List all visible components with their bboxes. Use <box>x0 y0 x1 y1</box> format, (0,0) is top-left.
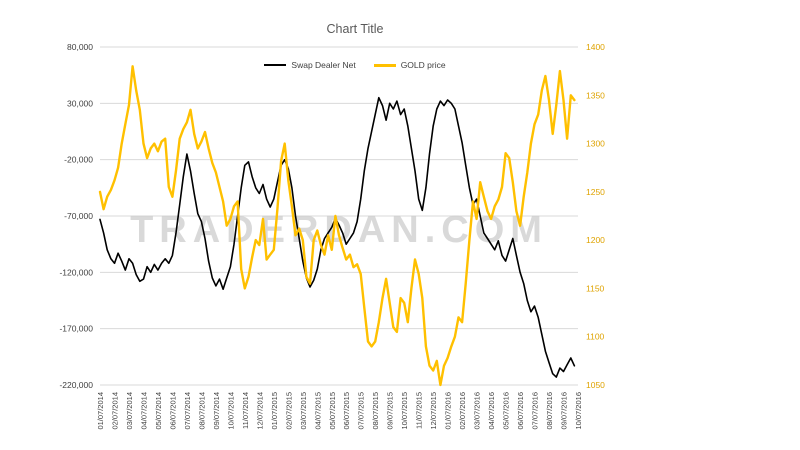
x-axis-tick-label: 05/07/2015 <box>328 392 337 430</box>
x-axis-tick-label: 06/07/2014 <box>168 392 177 430</box>
x-axis-tick-label: 12/07/2015 <box>429 392 438 430</box>
right-axis-tick-label: 1100 <box>586 332 605 342</box>
right-axis-tick-label: 1350 <box>586 90 605 100</box>
left-axis-tick-label: 80,000 <box>67 42 93 52</box>
x-axis-tick-label: 04/07/2015 <box>313 392 322 430</box>
left-axis-tick-label: -120,000 <box>59 267 93 277</box>
x-axis-tick-label: 08/07/2016 <box>545 392 554 430</box>
x-axis-tick-label: 02/07/2015 <box>284 392 293 430</box>
legend-item-swap-dealer-net: Swap Dealer Net <box>264 60 356 70</box>
right-axis-labels: 1400 1350 1300 1250 1200 1150 1100 1050 <box>586 42 605 390</box>
right-axis-tick-label: 1200 <box>586 235 605 245</box>
x-axis-tick-label: 07/07/2014 <box>183 392 192 430</box>
x-axis-tick-label: 01/07/2016 <box>444 392 453 430</box>
x-axis-tick-label: 10/07/2014 <box>226 392 235 430</box>
x-axis-tick-label: 03/07/2015 <box>299 392 308 430</box>
x-axis-tick-label: 12/07/2014 <box>255 392 264 430</box>
x-axis-tick-label: 03/07/2014 <box>125 392 134 430</box>
legend-swatch-gold-price-icon <box>373 63 396 67</box>
left-axis-tick-label: 30,000 <box>67 98 93 108</box>
legend-swatch-swap-dealer-net-icon <box>264 64 287 66</box>
x-axis-tick-label: 10/07/2015 <box>400 392 409 430</box>
x-axis-tick-label: 01/07/2015 <box>270 392 279 430</box>
x-axis-tick-label: 05/07/2016 <box>502 392 511 430</box>
x-axis-tick-label: 07/07/2015 <box>357 392 366 430</box>
x-axis-tick-label: 08/07/2014 <box>197 392 206 430</box>
gridlines <box>100 46 578 386</box>
right-axis-tick-label: 1300 <box>586 139 605 149</box>
right-axis-tick-label: 1150 <box>586 283 605 293</box>
x-axis-tick-label: 06/07/2016 <box>516 392 525 430</box>
x-axis-tick-label: 02/07/2014 <box>110 392 119 430</box>
x-axis-tick-label: 09/07/2016 <box>560 392 569 430</box>
x-axis-labels: 01/07/2014 02/07/2014 03/07/2014 04/07/2014… <box>96 392 583 430</box>
chart-legend: Swap Dealer Net GOLD price <box>100 60 610 70</box>
right-axis-tick-label: 1250 <box>586 187 605 197</box>
x-axis-tick-label: 11/07/2014 <box>241 392 250 429</box>
x-axis-tick-label: 03/07/2016 <box>473 392 482 430</box>
left-axis-tick-label: -170,000 <box>59 324 93 334</box>
x-axis-tick-label: 09/07/2015 <box>386 392 395 430</box>
right-axis-tick-label: 1400 <box>586 42 605 52</box>
left-axis-tick-label: -220,000 <box>59 380 93 390</box>
right-axis-tick-label: 1050 <box>586 380 605 390</box>
left-axis-tick-label: -70,000 <box>64 211 93 221</box>
x-axis-tick-label: 05/07/2014 <box>154 392 163 430</box>
x-axis-tick-label: 07/07/2016 <box>531 392 540 430</box>
x-axis-tick-label: 02/07/2016 <box>458 392 467 430</box>
legend-item-gold-price: GOLD price <box>373 60 446 70</box>
x-axis-tick-label: 06/07/2015 <box>342 392 351 430</box>
x-axis-tick-label: 09/07/2014 <box>212 392 221 430</box>
x-axis-tick-label: 08/07/2015 <box>371 392 380 430</box>
left-axis-labels: 80,000 30,000 -20,000 -70,000 -120,000 -170,0… <box>59 42 93 390</box>
x-axis-tick-label: 01/07/2014 <box>96 392 105 430</box>
legend-label-gold-price: GOLD price <box>400 60 446 70</box>
left-axis-tick-label: -20,000 <box>64 155 93 165</box>
x-axis-tick-label: 10/07/2016 <box>574 392 583 430</box>
x-axis-tick-label: 04/07/2014 <box>139 392 148 430</box>
legend-label-swap-dealer-net: Swap Dealer Net <box>291 60 356 70</box>
series-line-gold-price <box>98 65 576 387</box>
x-axis-tick-label: 04/07/2016 <box>487 392 496 430</box>
chart-title: Chart Title <box>326 22 384 36</box>
x-axis-tick-label: 11/07/2015 <box>415 392 424 429</box>
series-lines <box>98 65 576 387</box>
